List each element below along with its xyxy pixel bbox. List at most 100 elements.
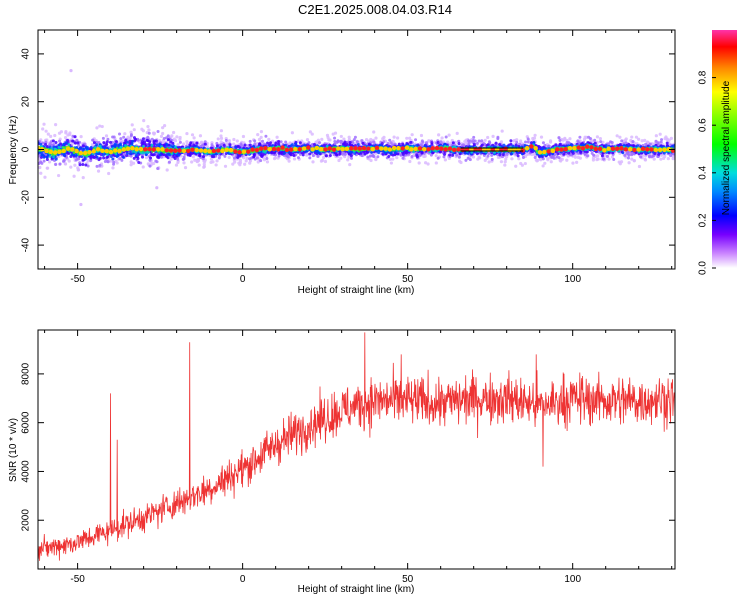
spectrogram-cell (468, 158, 472, 162)
spectrogram-cell (156, 166, 160, 170)
spectrogram-cell (39, 155, 43, 159)
spectrogram-cell (486, 154, 490, 158)
spectrogram-cell (261, 139, 265, 143)
spectrogram-cell (105, 140, 109, 144)
spectrogram-cell (66, 133, 70, 137)
spectrogram-cell (648, 154, 652, 158)
spectrogram-cell (267, 137, 271, 141)
spectrogram-cell (543, 161, 547, 165)
spectrogram-cell (182, 142, 186, 146)
spectrogram-cell (248, 143, 252, 147)
spectrogram-cell (397, 142, 401, 146)
spectrogram-cell (39, 171, 43, 175)
spectrogram-cell (436, 156, 440, 160)
spectrogram-cell (190, 133, 195, 137)
spectrogram-cell (669, 154, 673, 158)
spectrogram-cell (161, 131, 165, 136)
spectrogram-cell (520, 163, 524, 167)
spectrogram-cell (496, 135, 500, 139)
spectrogram-cell (448, 153, 452, 157)
spectrogram-cell (593, 138, 597, 142)
spectrogram-cell (374, 136, 378, 140)
spectrogram-cell (356, 142, 360, 146)
spectrogram-cell (219, 136, 224, 140)
spectrogram-cell (96, 169, 101, 173)
spectrogram-cell (62, 159, 66, 163)
spectrogram-cell (650, 155, 654, 159)
spectrogram-cell (558, 139, 562, 143)
spectrogram-cell (396, 152, 400, 156)
spectrogram-cell (287, 159, 291, 163)
spectrogram-cell (437, 133, 441, 137)
spectrogram-cell (195, 159, 199, 163)
spectrogram-cell (199, 144, 203, 148)
spectrogram-cell (551, 152, 554, 156)
spectrogram-cell (576, 155, 580, 159)
spectrogram-cell (141, 165, 145, 169)
spectrogram-cell (367, 142, 371, 146)
spectrogram-cell (74, 158, 78, 162)
spectrogram-cell (152, 161, 156, 166)
spectrogram-cell (320, 137, 324, 141)
spectrogram-cell (223, 164, 228, 168)
spectrogram-cell (54, 123, 58, 127)
spectrogram-cell (259, 135, 263, 140)
spectrogram-cell (91, 155, 95, 159)
spectrogram-cell (156, 129, 160, 133)
spectrogram-cell (81, 163, 85, 167)
spectrogram-cell (232, 142, 236, 146)
spectrogram-cell (477, 155, 481, 159)
spectrogram-cell (126, 140, 129, 144)
spectrogram-cell (132, 156, 136, 160)
spectrogram-cell (422, 154, 426, 159)
spectrogram-cell (597, 150, 601, 154)
spectrogram-cell (643, 158, 648, 162)
spectrogram-cell (81, 158, 85, 162)
spectrogram-cell (623, 153, 627, 157)
spectrogram-cell (98, 163, 102, 167)
spectrogram-cell (162, 136, 166, 140)
spectrogram-cell (253, 157, 257, 161)
spectrogram-cell (45, 145, 49, 149)
spectrogram-cell (632, 144, 636, 148)
spectrogram-cell (195, 144, 198, 148)
spectrogram-cell (335, 153, 339, 157)
spectrogram-cell (658, 132, 662, 136)
spectrogram-cell (410, 155, 414, 159)
spectrogram-cell (44, 142, 48, 146)
spectrogram-cell (231, 162, 235, 166)
spectrogram-cell (95, 126, 99, 130)
spectrogram-cell (656, 141, 660, 145)
spectrogram-cell (582, 137, 587, 141)
spectrogram-cell (128, 152, 132, 155)
spectrogram-cell (158, 142, 162, 146)
spectrogram-cell (583, 152, 587, 156)
spectrogram-cell (154, 159, 158, 163)
spectrogram-cell (270, 151, 274, 155)
spectrogram-cell (64, 130, 68, 134)
spectrogram-cell (161, 153, 165, 157)
spectrogram-cell (604, 144, 608, 147)
spectrogram-cell (316, 154, 320, 158)
spectrogram-cell (640, 139, 644, 143)
spectrogram-cell (217, 156, 221, 160)
spectrogram-cell (115, 140, 119, 144)
spectrogram-cell (410, 133, 414, 137)
spectrogram-cell (212, 155, 216, 159)
spectrogram-cell (69, 155, 73, 159)
spectrogram-cell (387, 155, 391, 159)
spectrogram-cell (102, 156, 106, 160)
spectrogram-cell (69, 139, 73, 143)
spectrogram-cell (248, 161, 252, 165)
spectrogram-cell (259, 130, 263, 134)
spectrogram-cell (260, 154, 264, 158)
spectrogram-cell (436, 141, 440, 145)
spectrogram-cell (147, 128, 151, 132)
spectrogram-cell (663, 136, 667, 141)
spectrogram-cell (183, 166, 188, 170)
spectrogram-cell (532, 136, 537, 140)
spectrogram-cell (216, 137, 220, 141)
spectrogram-cell (631, 140, 635, 144)
spectrogram-cell (563, 136, 567, 140)
spectrogram-cell (316, 138, 320, 142)
